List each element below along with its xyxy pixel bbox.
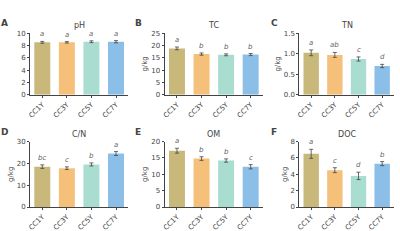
svg-text:15: 15 — [151, 154, 160, 162]
svg-text:20: 20 — [17, 160, 26, 168]
svg-text:25: 25 — [151, 30, 160, 38]
svg-text:TC: TC — [208, 21, 219, 30]
svg-text:10: 10 — [151, 67, 160, 75]
svg-text:F: F — [271, 127, 277, 137]
svg-text:CC5Y: CC5Y — [344, 100, 363, 119]
svg-text:1.5: 1.5 — [284, 30, 295, 38]
svg-text:CC3Y: CC3Y — [320, 213, 339, 231]
svg-text:CC1Y: CC1Y — [296, 100, 315, 119]
svg-text:g/kg: g/kg — [141, 167, 149, 182]
svg-text:c: c — [357, 46, 361, 54]
svg-text:g/kg: g/kg — [141, 56, 149, 71]
svg-text:30: 30 — [17, 138, 26, 146]
svg-text:c: c — [333, 157, 337, 165]
svg-text:a: a — [175, 36, 179, 44]
svg-text:a: a — [114, 141, 118, 149]
svg-text:g/kg: g/kg — [7, 167, 15, 182]
svg-text:CC3Y: CC3Y — [52, 100, 71, 119]
svg-text:5: 5 — [156, 79, 160, 87]
svg-text:1.0: 1.0 — [284, 50, 295, 58]
svg-text:C: C — [271, 18, 278, 28]
svg-text:b: b — [199, 146, 204, 154]
svg-text:D: D — [1, 127, 8, 137]
svg-text:d: d — [356, 161, 361, 169]
svg-text:E: E — [135, 127, 141, 137]
svg-text:g/kg: g/kg — [274, 56, 282, 71]
svg-text:b: b — [224, 148, 229, 156]
svg-text:0: 0 — [21, 91, 25, 99]
svg-text:b: b — [89, 152, 94, 160]
svg-text:CC3Y: CC3Y — [187, 213, 206, 231]
svg-text:d: d — [380, 53, 385, 61]
svg-text:TN: TN — [341, 21, 353, 30]
svg-text:CC3Y: CC3Y — [187, 100, 206, 119]
svg-text:0: 0 — [21, 203, 25, 211]
svg-text:b: b — [248, 43, 253, 51]
svg-text:CC3Y: CC3Y — [320, 100, 339, 119]
svg-text:b: b — [224, 43, 229, 51]
svg-text:A: A — [1, 18, 8, 28]
svg-text:0.0: 0.0 — [284, 91, 295, 99]
svg-text:g/kg: g/kg — [281, 167, 289, 182]
svg-text:ab: ab — [330, 41, 339, 49]
svg-text:CC5Y: CC5Y — [77, 100, 96, 119]
svg-text:6: 6 — [21, 54, 26, 62]
svg-text:bc: bc — [38, 154, 46, 162]
svg-text:DOC: DOC — [338, 130, 356, 139]
svg-text:a: a — [40, 30, 44, 38]
svg-text:0: 0 — [156, 91, 160, 99]
svg-text:4: 4 — [21, 67, 26, 75]
svg-text:20: 20 — [151, 138, 160, 146]
svg-text:CC5Y: CC5Y — [211, 213, 230, 231]
svg-text:8: 8 — [21, 42, 25, 50]
svg-text:pH: pH — [74, 21, 85, 30]
svg-text:a: a — [309, 138, 313, 146]
svg-text:CC1Y: CC1Y — [162, 213, 181, 231]
svg-text:c: c — [249, 154, 253, 162]
svg-text:6: 6 — [290, 154, 295, 162]
svg-text:CC1Y: CC1Y — [27, 213, 46, 231]
svg-text:10: 10 — [151, 171, 160, 179]
svg-text:CC1Y: CC1Y — [162, 100, 181, 119]
svg-text:CC5Y: CC5Y — [77, 213, 96, 231]
svg-text:a: a — [114, 30, 118, 38]
svg-text:a: a — [89, 30, 93, 38]
svg-text:5: 5 — [156, 187, 160, 195]
svg-text:0: 0 — [290, 203, 294, 211]
svg-text:CC1Y: CC1Y — [27, 100, 46, 119]
svg-text:CC7Y: CC7Y — [236, 100, 255, 119]
svg-text:CC7Y: CC7Y — [367, 213, 386, 231]
svg-text:2: 2 — [290, 187, 294, 195]
svg-text:CC3Y: CC3Y — [52, 213, 71, 231]
svg-text:OM: OM — [207, 130, 220, 139]
svg-text:15: 15 — [151, 54, 160, 62]
svg-text:CC5Y: CC5Y — [344, 213, 363, 231]
svg-text:2: 2 — [21, 79, 25, 87]
svg-text:C/N: C/N — [72, 130, 86, 139]
svg-text:a: a — [175, 137, 179, 145]
svg-text:CC7Y: CC7Y — [101, 213, 120, 231]
svg-text:10: 10 — [17, 30, 26, 38]
svg-text:b: b — [199, 42, 204, 50]
svg-text:CC1Y: CC1Y — [296, 213, 315, 231]
svg-text:0.5: 0.5 — [284, 71, 295, 79]
svg-text:CC7Y: CC7Y — [236, 213, 255, 231]
svg-text:a: a — [65, 31, 69, 39]
svg-text:a: a — [309, 39, 313, 47]
svg-text:CC5Y: CC5Y — [211, 100, 230, 119]
svg-text:B: B — [135, 18, 142, 28]
svg-text:CC7Y: CC7Y — [367, 100, 386, 119]
svg-text:CC7Y: CC7Y — [101, 100, 120, 119]
svg-text:20: 20 — [151, 42, 160, 50]
svg-text:8: 8 — [290, 138, 294, 146]
svg-text:4: 4 — [290, 171, 295, 179]
svg-text:c: c — [65, 156, 69, 164]
svg-text:0: 0 — [156, 203, 160, 211]
svg-text:10: 10 — [17, 182, 26, 190]
svg-text:b: b — [380, 151, 385, 159]
